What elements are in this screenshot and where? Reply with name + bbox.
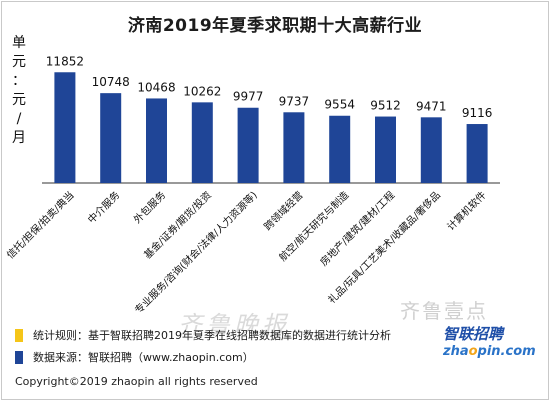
- bar-4: [237, 107, 259, 183]
- note-stat-rule-text: 统计规则：基于智联招聘2019年夏季在线招聘数据库的数据进行统计分析: [33, 329, 391, 342]
- bar-0: [54, 72, 76, 183]
- category-label-2: 外包服务: [131, 188, 168, 225]
- category-label-0: 信托/担保/拍卖/典当: [4, 188, 77, 261]
- bar-6: [329, 115, 351, 183]
- data-label-6: 9554: [324, 98, 355, 112]
- zhaopin-logo: 智联招聘 zhaopin.com: [443, 323, 538, 363]
- blue-swatch: [15, 350, 23, 364]
- data-label-0: 11852: [46, 54, 84, 68]
- bar-7: [375, 116, 396, 183]
- category-label-1: 中介服务: [85, 188, 122, 225]
- data-label-9: 9116: [462, 106, 493, 120]
- note-data-source: 数据来源：智联招聘（www.zhaopin.com）: [15, 348, 254, 366]
- category-label-5: 跨领域经营: [261, 188, 306, 233]
- copyright-text: Copyright©2019 zhaopin all rights reserv…: [15, 375, 258, 388]
- bar-1: [100, 93, 122, 183]
- watermark-brand: 齐鲁壹点: [400, 299, 488, 323]
- data-label-1: 10748: [92, 75, 130, 89]
- notes-section: 统计规则：基于智联招聘2019年夏季在线招聘数据库的数据进行统计分析 数据来源：…: [0, 322, 550, 380]
- data-label-4: 9977: [233, 90, 264, 104]
- bar-8: [420, 117, 442, 183]
- data-label-2: 10468: [137, 80, 175, 94]
- data-label-7: 9512: [370, 99, 401, 113]
- note-data-source-text: 数据来源：智联招聘（www.zhaopin.com）: [33, 351, 254, 364]
- data-label-8: 9471: [416, 99, 447, 113]
- data-label-3: 10262: [183, 84, 221, 98]
- yellow-swatch: [15, 328, 23, 342]
- y-axis-label: 单元：元 / 月: [12, 35, 26, 146]
- bar-3: [191, 102, 213, 183]
- bar-5: [283, 112, 305, 183]
- chart-title: 济南2019年夏季求职期十大高薪行业: [127, 16, 423, 36]
- watermark-text: 齐鲁晚报: [178, 311, 290, 339]
- logo-cn: 智联招聘: [443, 325, 504, 343]
- data-label-5: 9737: [279, 94, 310, 108]
- note-stat-rule: 统计规则：基于智联招聘2019年夏季在线招聘数据库的数据进行统计分析: [15, 326, 391, 344]
- bar-9: [466, 124, 488, 183]
- category-label-9: 计算机软件: [444, 188, 489, 233]
- bar-chart: 11852信托/担保/拍卖/典当10748中介服务10468外包服务10262基…: [4, 54, 500, 316]
- category-label-7: 房地产/建筑/建材/工程: [317, 188, 397, 268]
- logo-url: zhaopin.com: [443, 344, 536, 359]
- bar-2: [146, 98, 167, 183]
